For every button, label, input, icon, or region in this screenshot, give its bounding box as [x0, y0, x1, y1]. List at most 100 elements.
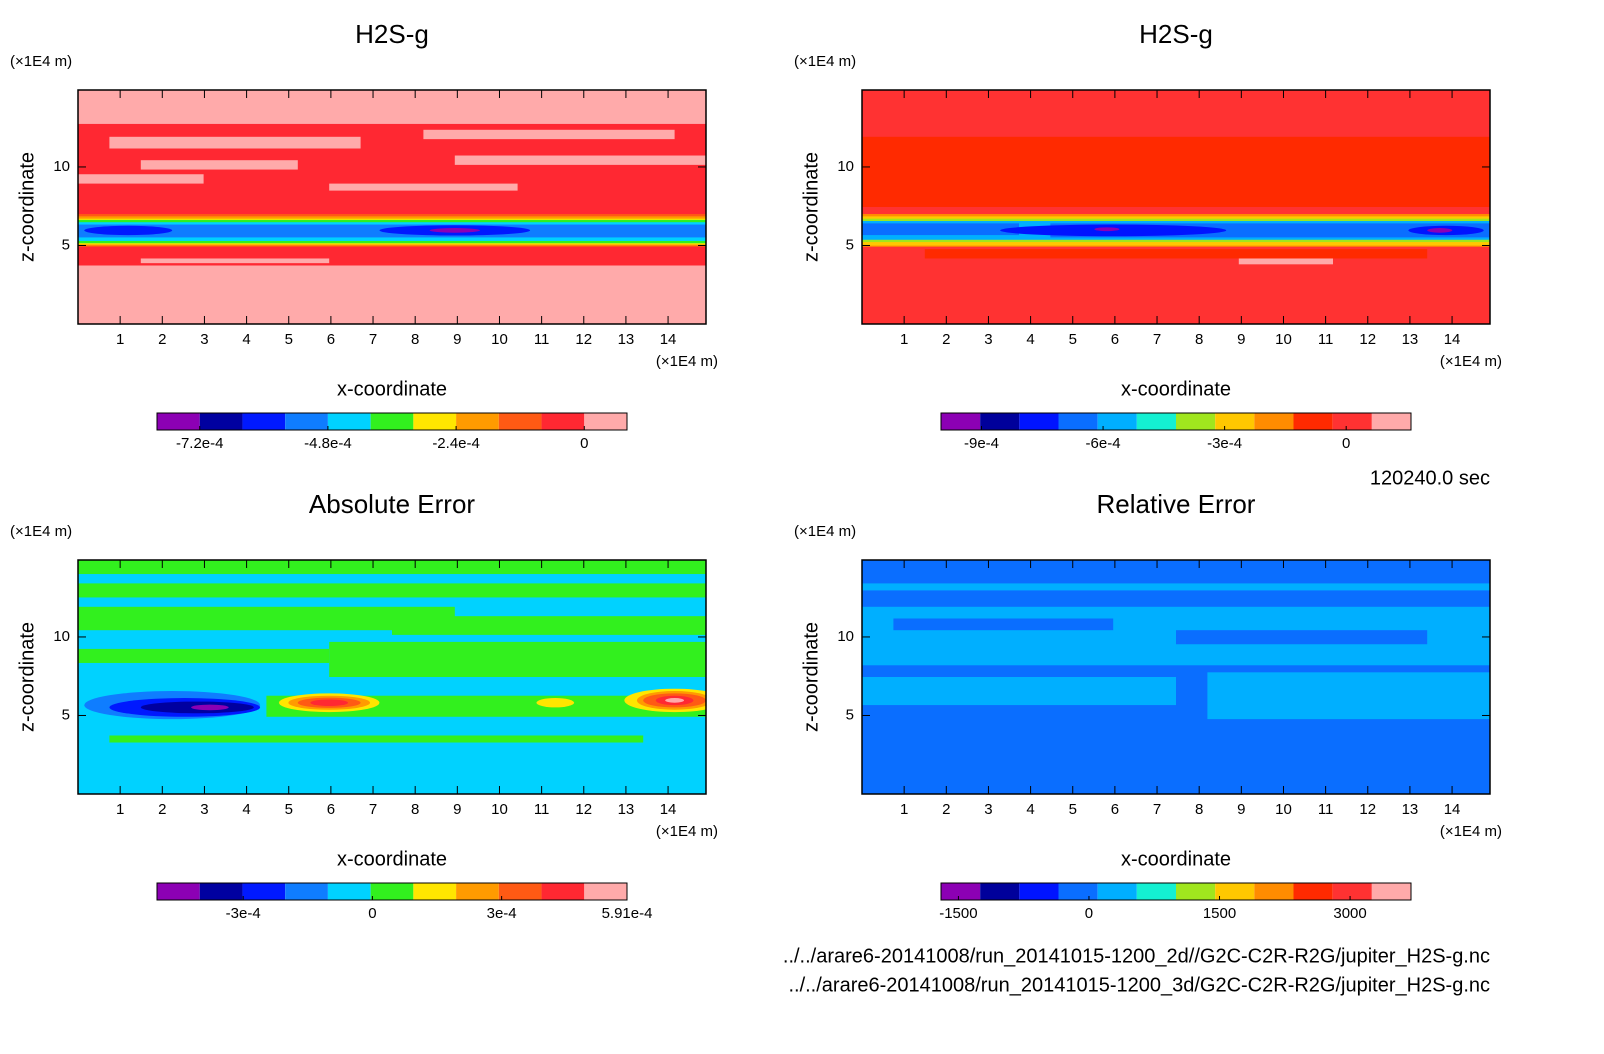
contour-field: [862, 560, 1490, 794]
contour-region: [536, 698, 575, 708]
x-tick-label: 6: [1111, 801, 1119, 818]
colorbar-segment: [1058, 883, 1098, 900]
x-tick-label: 11: [534, 801, 550, 818]
colorbar-frame: [940, 412, 1412, 431]
x-axis-label: x-coordinate: [337, 848, 447, 870]
contour-field: [78, 560, 706, 794]
colorbar-segment: [1136, 883, 1176, 900]
colorbar-tick-label: -6e-4: [1086, 435, 1121, 452]
x-tick-label: 11: [1318, 331, 1334, 348]
colorbar-segment: [1332, 883, 1372, 900]
x-tick-label: 11: [1318, 801, 1334, 818]
x-tick-label: 8: [411, 801, 419, 818]
x-tick-label: 13: [618, 801, 635, 818]
time-label: 120240.0 sec: [1370, 467, 1490, 489]
colorbar-segment: [941, 413, 981, 430]
colorbar-segment: [941, 883, 981, 900]
x-tick-label: 9: [453, 801, 461, 818]
x-tick-label: 5: [1069, 331, 1077, 348]
colorbar-tick-label: -3e-4: [226, 905, 261, 922]
y-axis-label: z-coordinate: [16, 152, 38, 262]
x-tick-label: 3: [984, 801, 992, 818]
colorbar-segment: [1371, 413, 1411, 430]
colorbar-segment: [285, 413, 328, 430]
x-tick-label: 4: [242, 331, 250, 348]
contour-region: [423, 129, 675, 140]
colorbar-segment: [1293, 883, 1333, 900]
colorbar-segment: [413, 883, 457, 900]
y-tick-label: 5: [846, 706, 854, 723]
contour-region: [1238, 258, 1333, 265]
x-tick-label: 2: [942, 801, 950, 818]
contour-region: [78, 583, 706, 598]
contour-region: [862, 136, 1490, 207]
x-tick-label: 14: [660, 801, 677, 818]
y-unit: (×1E4 m): [794, 523, 856, 540]
y-tick-label: 10: [837, 628, 854, 645]
colorbar-segment: [1058, 413, 1098, 430]
contour-region: [665, 698, 685, 703]
x-tick-label: 7: [369, 801, 377, 818]
y-tick-label: 10: [53, 158, 70, 175]
x-tick-label: 12: [575, 801, 592, 818]
x-tick-label: 7: [369, 331, 377, 348]
x-tick-label: 6: [1111, 331, 1119, 348]
colorbar-segment: [242, 883, 286, 900]
colorbar-segment: [327, 413, 371, 430]
colorbar-tick-label: 3000: [1333, 905, 1366, 922]
y-unit: (×1E4 m): [794, 53, 856, 70]
colorbar-segment: [1293, 413, 1333, 430]
x-tick-label: 3: [200, 331, 208, 348]
colorbar-tick-label: -1500: [939, 905, 977, 922]
contour-region: [109, 136, 361, 149]
y-axis-label: z-coordinate: [800, 152, 822, 262]
contour-region: [893, 618, 1114, 631]
x-tick-label: 13: [618, 331, 635, 348]
file-path: ../../arare6-20141008/run_20141015-1200_…: [783, 945, 1490, 967]
colorbar-segment: [1215, 883, 1255, 900]
x-tick-label: 2: [158, 331, 166, 348]
contour-region: [862, 583, 1490, 591]
contour-region: [862, 677, 1176, 706]
plot-frame: [77, 559, 707, 795]
colorbar-segment: [1097, 413, 1137, 430]
x-tick-label: 4: [1026, 331, 1034, 348]
colorbar-tick-label: 5.91e-4: [602, 905, 653, 922]
x-tick-label: 1: [900, 331, 908, 348]
plot-frame: [77, 89, 707, 325]
colorbar-segment: [327, 883, 371, 900]
x-tick-label: 5: [285, 331, 293, 348]
colorbar-segment: [370, 413, 414, 430]
colorbar-segment: [157, 883, 200, 900]
colorbar-segment: [980, 883, 1020, 900]
x-unit: (×1E4 m): [656, 353, 718, 370]
colorbar-segment: [498, 413, 542, 430]
colorbar-segment: [584, 413, 627, 430]
contour-region: [329, 641, 706, 677]
x-axis-label: x-coordinate: [337, 378, 447, 400]
x-tick-label: 5: [1069, 801, 1077, 818]
x-tick-label: 6: [327, 801, 335, 818]
contour-region: [78, 174, 204, 184]
contour-region: [1427, 228, 1453, 233]
x-tick-label: 3: [200, 801, 208, 818]
colorbar-segment: [157, 413, 200, 430]
x-tick-label: 2: [942, 331, 950, 348]
colorbar-segment: [199, 413, 243, 430]
colorbar-segment: [1215, 413, 1255, 430]
x-tick-label: 3: [984, 331, 992, 348]
y-axis-label: z-coordinate: [800, 622, 822, 732]
colorbar-segment: [285, 883, 328, 900]
x-tick-label: 14: [1444, 801, 1461, 818]
x-tick-label: 9: [1237, 801, 1245, 818]
x-tick-label: 9: [453, 331, 461, 348]
colorbar-segment: [1176, 413, 1216, 430]
contour-region: [109, 735, 644, 743]
x-tick-label: 12: [1359, 801, 1376, 818]
contour-region: [140, 160, 298, 170]
x-tick-label: 12: [575, 331, 592, 348]
x-tick-label: 10: [1275, 801, 1292, 818]
y-tick-label: 10: [837, 158, 854, 175]
x-tick-label: 7: [1153, 331, 1161, 348]
